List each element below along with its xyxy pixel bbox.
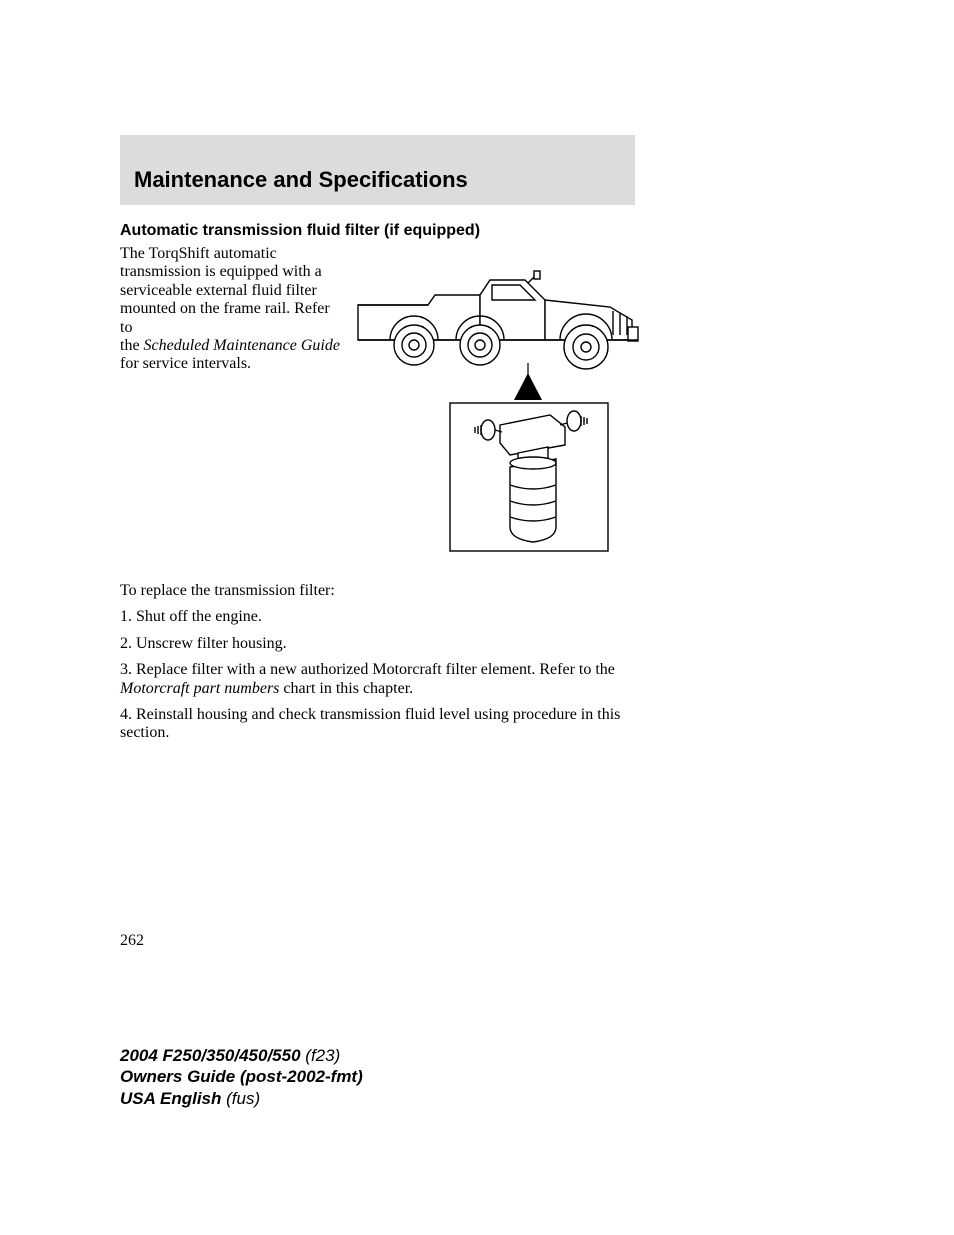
footer-line-3: USA English (fus) [120, 1088, 363, 1109]
truck-and-filter-diagram [350, 245, 650, 555]
pointer-arrow-icon [514, 373, 542, 400]
page-number: 262 [120, 932, 144, 950]
intro-italic: Scheduled Maintenance Guide [144, 337, 340, 354]
intro-line: for service intervals. [120, 355, 251, 372]
step-3-a: 3. Replace filter with a new authorized … [120, 661, 615, 678]
section-title: Maintenance and Specifications [134, 167, 468, 193]
footer-line-1: 2004 F250/350/450/550 (f23) [120, 1045, 363, 1066]
truck-icon [358, 271, 638, 369]
section-header-band: Maintenance and Specifications [120, 135, 635, 205]
footer-model: 2004 F250/350/450/550 [120, 1046, 305, 1065]
body-text: To replace the transmission filter: 1. S… [120, 582, 650, 751]
intro-paragraph: The TorqShift automatic transmission is … [120, 245, 345, 374]
step-1: 1. Shut off the engine. [120, 608, 650, 626]
intro-line: The TorqShift automatic [120, 245, 277, 262]
intro-line: mounted on the frame rail. Refer to [120, 300, 330, 335]
step-3: 3. Replace filter with a new authorized … [120, 661, 650, 698]
manual-page: Maintenance and Specifications Automatic… [0, 0, 954, 1235]
footer-lang: USA English [120, 1089, 226, 1108]
step-3-italic: Motorcraft part numbers [120, 680, 279, 697]
subsection-heading: Automatic transmission fluid filter (if … [120, 222, 480, 240]
step-3-c: chart in this chapter. [279, 680, 413, 697]
step-2: 2. Unscrew filter housing. [120, 635, 650, 653]
footer-line-2: Owners Guide (post-2002-fmt) [120, 1066, 363, 1087]
footer-code-1: (f23) [305, 1046, 340, 1065]
intro-line: the [120, 337, 144, 354]
intro-line: serviceable external fluid filter [120, 282, 317, 299]
intro-line: transmission is equipped with a [120, 263, 322, 280]
footer-code-2: (fus) [226, 1089, 260, 1108]
footer-block: 2004 F250/350/450/550 (f23) Owners Guide… [120, 1045, 363, 1109]
illustration-area [350, 245, 650, 555]
body-line: To replace the transmission filter: [120, 582, 650, 600]
step-4: 4. Reinstall housing and check transmiss… [120, 706, 650, 743]
